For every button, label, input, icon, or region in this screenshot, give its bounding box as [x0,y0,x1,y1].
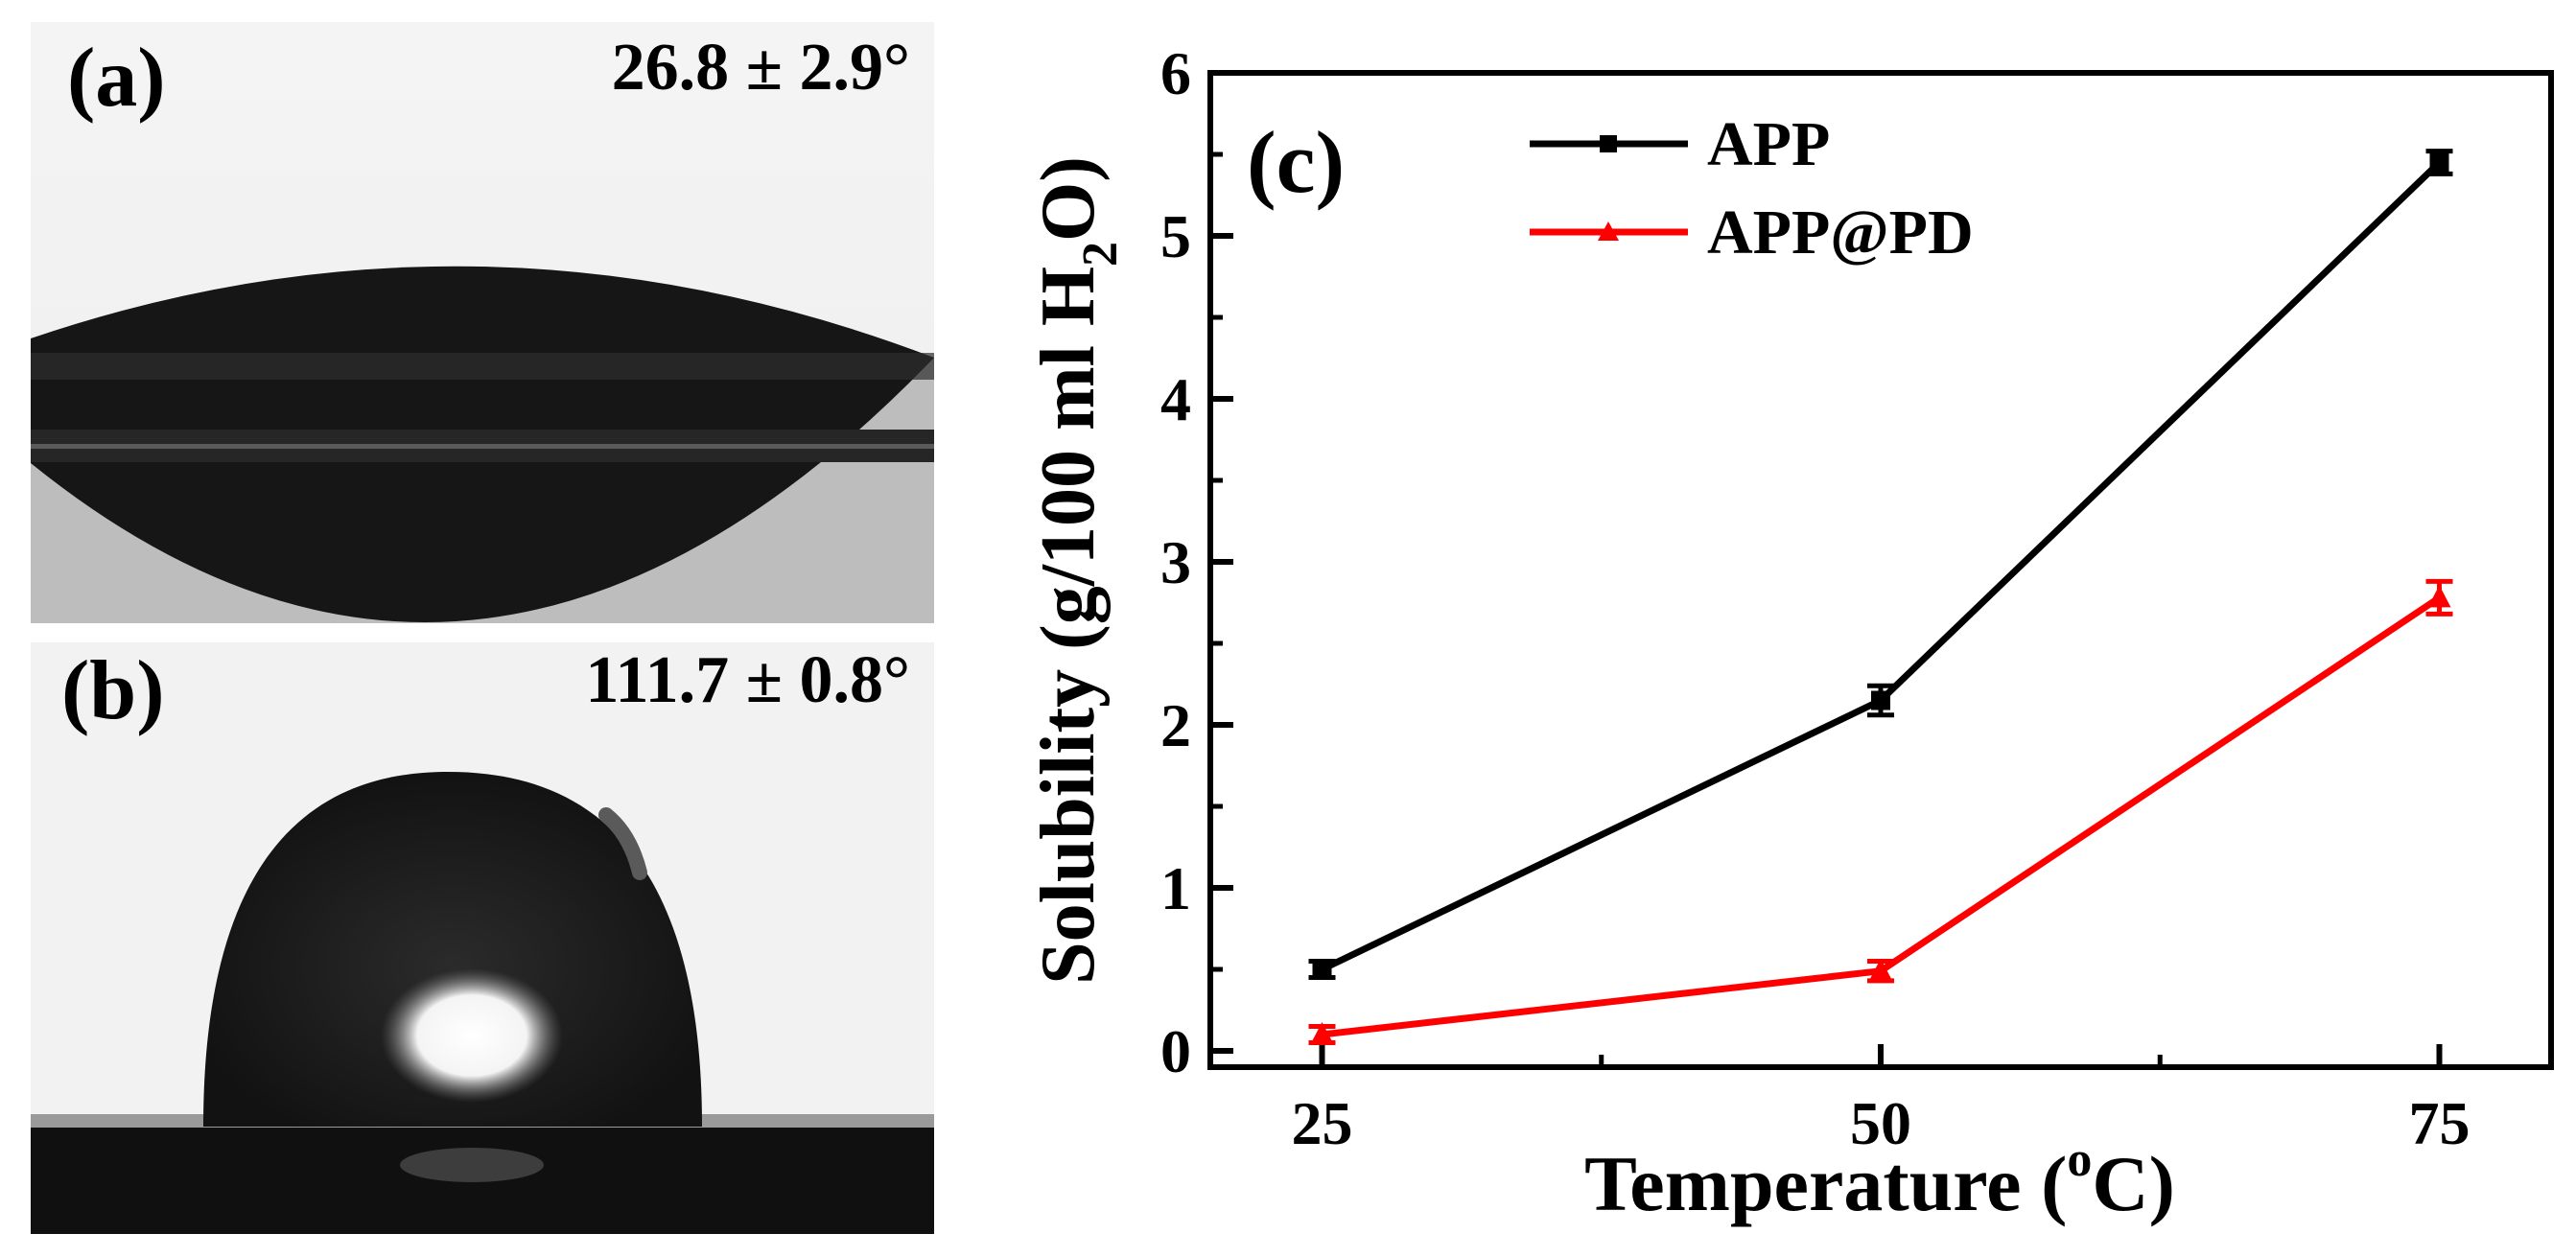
series-APP [1308,149,2453,980]
x-axis-label: Temperature (oC) [1584,1132,2175,1227]
y-axis: 0 1 2 3 4 5 6 [1160,39,1233,1085]
data-point-APP@PD-1 [1869,958,1892,981]
legend-marker-app [1600,135,1617,152]
series-line-APP [1320,159,2442,973]
panel-label-c: (c) [1247,113,1345,211]
photo-panel-b: (b) 111.7 ± 0.8° [31,642,934,1234]
droplet-image-b [31,642,934,1234]
y-tick-label-6: 6 [1160,39,1191,107]
data-point-APP@PD-2 [2427,585,2451,608]
y-tick-label-0: 0 [1160,1017,1191,1085]
data-point-APP-0 [1312,960,1332,979]
series-APP@PD [1308,578,2453,1045]
panel-label-a: (a) [67,32,166,125]
contact-angle-a: 26.8 ± 2.9° [611,31,910,105]
x-tick-label-2: 75 [2409,1089,2471,1157]
y-tick-label-4: 4 [1160,365,1191,433]
contact-angle-b: 111.7 ± 0.8° [585,643,910,717]
x-tick-label-0: 25 [1292,1089,1353,1157]
droplet-image-a [31,22,934,623]
panel-label-b: (b) [61,644,165,737]
legend-label-app: APP [1707,109,1830,179]
y-tick-label-2: 2 [1160,691,1191,759]
data-point-APP@PD-0 [1310,1022,1334,1044]
y-tick-label-3: 3 [1160,528,1191,596]
legend: APP APP@PD [1530,109,1974,268]
series-group [1308,149,2453,1045]
y-axis-label: Solubility (g/100 ml H2O) [1026,156,1128,985]
data-point-APP-1 [1871,690,1890,710]
y-tick-label-1: 1 [1160,854,1191,922]
data-point-APP-2 [2429,152,2449,173]
photo-panel-a: (a) 26.8 ± 2.9° [31,22,934,623]
x-axis: 25 50 75 [1292,1044,2471,1157]
y-tick-label-5: 5 [1160,202,1191,270]
legend-label-app-pd: APP@PD [1707,198,1974,268]
legend-marker-app-pd [1598,221,1619,241]
x-tick-label-1: 50 [1850,1089,1911,1157]
